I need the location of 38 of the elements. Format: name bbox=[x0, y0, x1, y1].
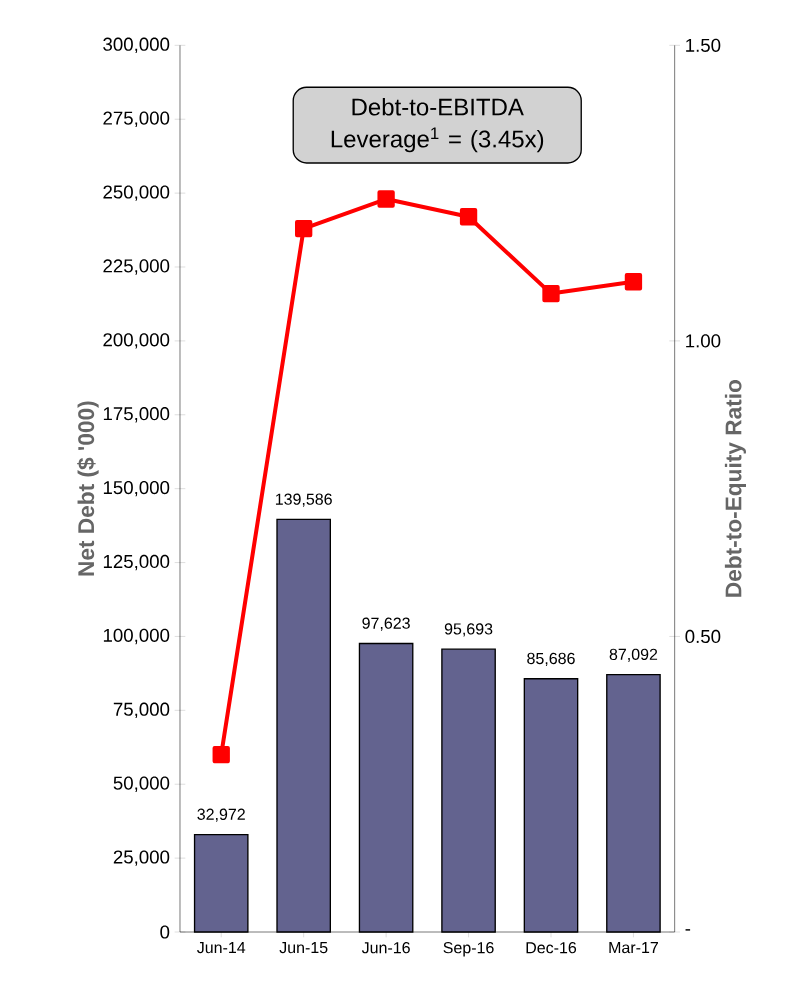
x-tick-label: Sep-16 bbox=[443, 942, 494, 957]
data-label: 97,623 bbox=[362, 617, 410, 631]
point bbox=[295, 219, 313, 238]
y2-tick-label: - bbox=[685, 929, 691, 931]
y-tick-label: 75,000 bbox=[113, 702, 170, 719]
data-label: 32,972 bbox=[197, 808, 245, 822]
data-label: 95,693 bbox=[444, 623, 493, 637]
y-tick-label: 275,000 bbox=[103, 111, 170, 127]
y-tick-label: 300,000 bbox=[103, 37, 170, 54]
y-tick-label: 25,000 bbox=[113, 850, 170, 866]
y-tick-label: 200,000 bbox=[103, 333, 170, 349]
y-tick-label: 125,000 bbox=[103, 554, 170, 571]
y2-tick-label: 0.50 bbox=[685, 629, 721, 644]
annotation: Debt-to-EBITDA Leverage$^{1}$ = (3.45x) bbox=[331, 97, 544, 153]
x-tick-label: Jun-14 bbox=[197, 942, 246, 954]
point bbox=[212, 746, 230, 764]
y-tick-label: 225,000 bbox=[103, 259, 170, 275]
x-tick-label: Jun-15 bbox=[279, 942, 328, 954]
data-label: 87,092 bbox=[609, 648, 658, 662]
point bbox=[542, 284, 560, 303]
point bbox=[377, 190, 395, 208]
y2-tick-label: 1.50 bbox=[686, 38, 721, 52]
y2-axis-title: Debt-to-Equity Ratio bbox=[724, 380, 746, 597]
data-label: 85,686 bbox=[527, 652, 575, 667]
x-tick-label: Jun-16 bbox=[361, 942, 410, 954]
x-tick-label: Mar-17 bbox=[609, 942, 658, 954]
y-tick-label: 250,000 bbox=[103, 185, 170, 201]
y-tick-label: 150,000 bbox=[103, 480, 170, 497]
y-axis-title: Net Debt ($ '000) bbox=[77, 401, 99, 576]
y-tick-label: 0 bbox=[160, 925, 170, 939]
x-tick-label: Dec-16 bbox=[526, 942, 577, 954]
point bbox=[459, 208, 478, 226]
y-tick-label: 175,000 bbox=[103, 407, 170, 423]
data-label: 139,586 bbox=[275, 493, 332, 507]
y2-tick-label: 1.00 bbox=[686, 334, 721, 348]
y-tick-label: 100,000 bbox=[103, 628, 170, 645]
y-tick-label: 50,000 bbox=[113, 776, 170, 792]
point bbox=[624, 273, 643, 291]
